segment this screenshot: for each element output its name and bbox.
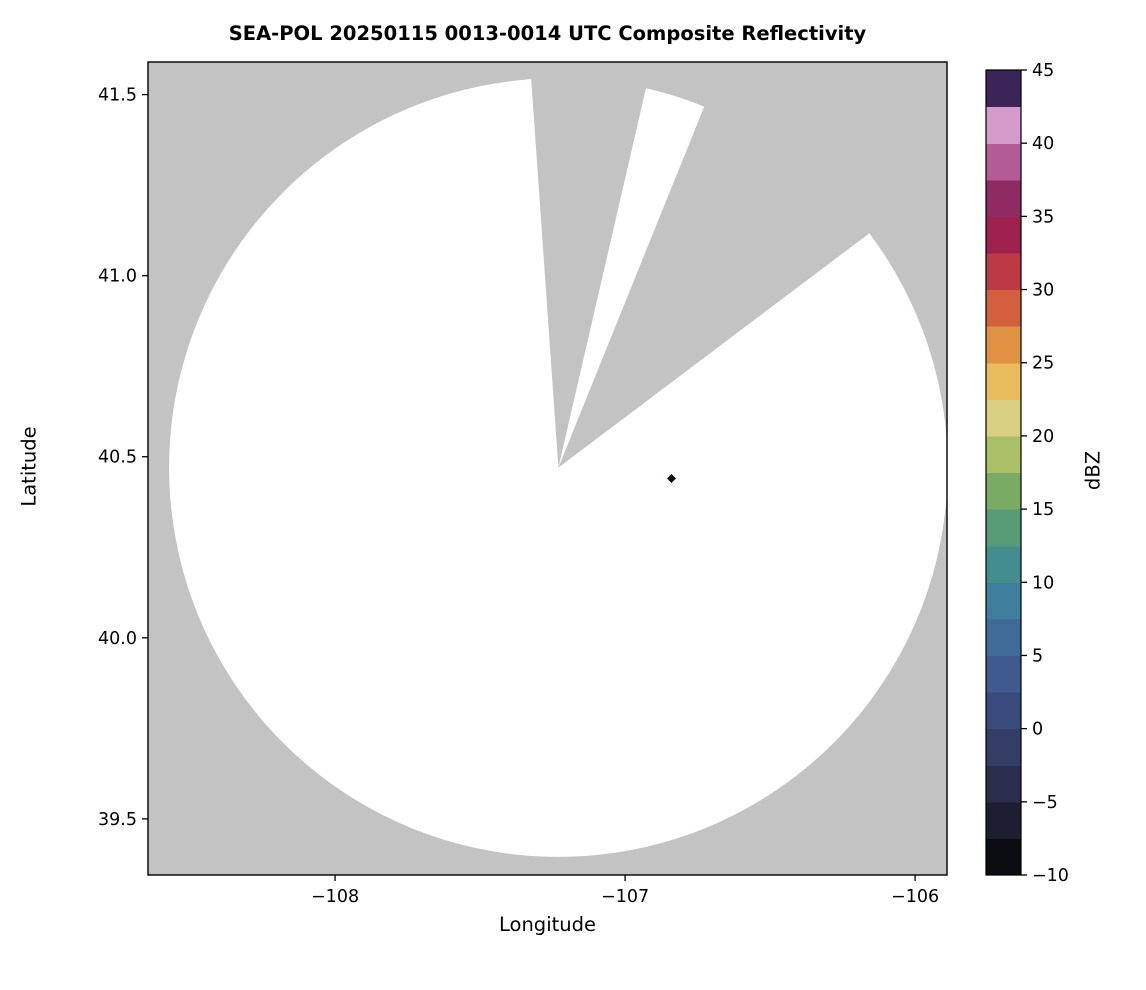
colorbar-segment — [986, 435, 1021, 474]
y-tick-label: 39.5 — [98, 810, 137, 830]
colorbar-tick-label: −10 — [1032, 866, 1069, 886]
colorbar-segment — [986, 106, 1021, 144]
x-axis-label: Longitude — [499, 913, 596, 936]
colorbar-segment — [986, 545, 1021, 583]
x-tick-label: −106 — [891, 887, 939, 907]
colorbar-segment — [986, 838, 1021, 876]
plot-area — [148, 62, 947, 875]
colorbar-segment — [986, 472, 1021, 510]
colorbar-segment — [986, 582, 1021, 620]
colorbar-segment — [986, 765, 1021, 803]
y-tick-label: 41.0 — [98, 267, 137, 287]
x-tick-label: −107 — [601, 887, 649, 907]
colorbar-segment — [986, 289, 1021, 327]
colorbar-segment — [986, 728, 1021, 766]
y-tick-label: 41.5 — [98, 86, 137, 106]
y-axis-label: Latitude — [17, 426, 41, 507]
colorbar-tick-label: 35 — [1032, 207, 1054, 227]
colorbar-tick-label: 30 — [1032, 281, 1054, 301]
axes-frame — [147, 61, 948, 876]
chart-title: SEA-POL 20250115 0013-0014 UTC Composite… — [228, 22, 867, 45]
colorbar-tick-label: −5 — [1032, 793, 1058, 813]
colorbar-tick-label: 0 — [1032, 720, 1043, 740]
y-tick-label: 40.0 — [98, 629, 137, 649]
y-tick-label: 40.5 — [98, 448, 137, 468]
colorbar-tick-label: 10 — [1032, 573, 1054, 593]
colorbar-segment — [986, 143, 1021, 181]
colorbar-label: dBZ — [1081, 450, 1105, 491]
colorbar-tick-label: 40 — [1032, 134, 1054, 154]
blocked-sector — [530, 62, 653, 468]
colorbar-tick-label: 20 — [1032, 427, 1054, 447]
colorbar-segment — [986, 509, 1021, 547]
colorbar: 45 40 35 30 25 20 15 10 5 0 −5 −10 — [985, 61, 1069, 886]
colorbar-tick-label: 45 — [1032, 61, 1054, 81]
colorbar-segment — [986, 801, 1021, 840]
colorbar-segment — [986, 399, 1021, 437]
colorbar-outline — [985, 69, 1022, 876]
colorbar-segment — [986, 216, 1021, 254]
colorbar-segment — [986, 362, 1021, 400]
colorbar-segment — [986, 692, 1021, 730]
colorbar-segment — [986, 655, 1021, 693]
colorbar-tick-label: 5 — [1032, 646, 1043, 666]
colorbar-segment — [986, 326, 1021, 364]
colorbar-segment — [986, 70, 1021, 108]
colorbar-segment — [986, 618, 1021, 657]
colorbar-tick-label: 15 — [1032, 500, 1054, 520]
blocked-sector — [558, 77, 895, 468]
radar-echo-point — [666, 473, 676, 483]
colorbar-segment — [986, 179, 1021, 217]
colorbar-tick-label: 25 — [1032, 354, 1054, 374]
x-tick-label: −108 — [311, 887, 359, 907]
colorbar-segment — [986, 252, 1021, 291]
